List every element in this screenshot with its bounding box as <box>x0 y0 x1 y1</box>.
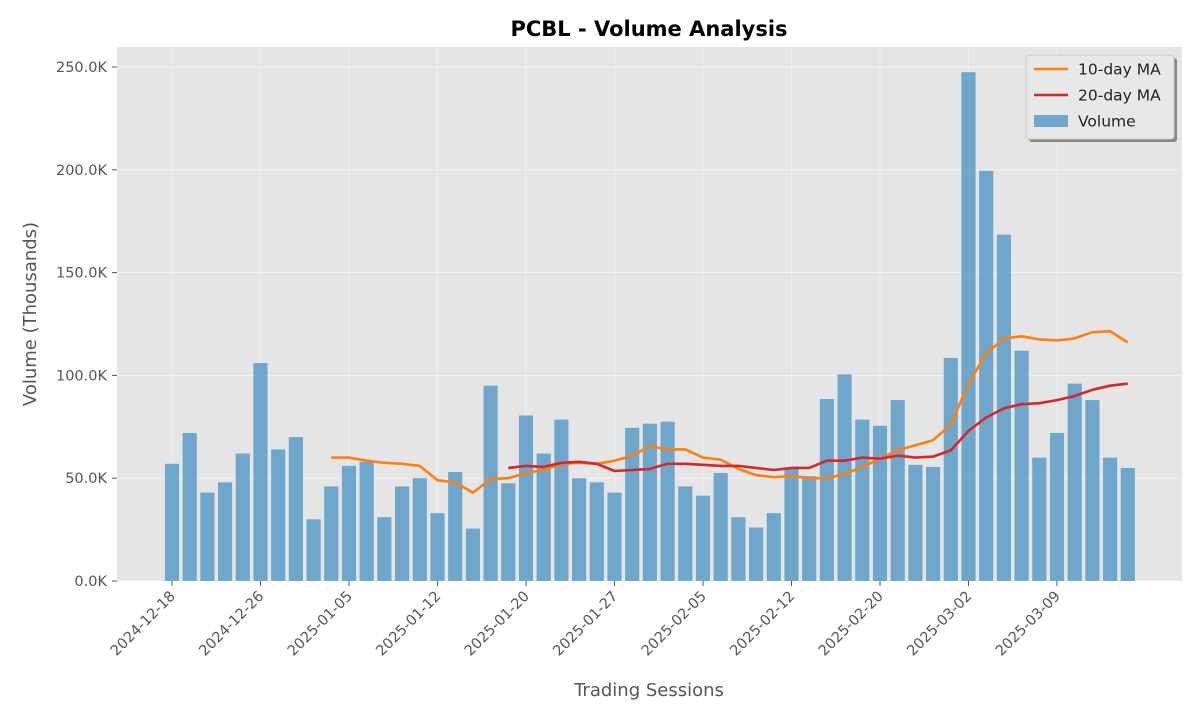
volume-bar <box>1067 383 1082 581</box>
volume-bars <box>164 72 1135 581</box>
volume-bar <box>1103 457 1118 581</box>
volume-bar <box>1085 400 1100 581</box>
volume-bar <box>448 472 463 581</box>
volume-bar <box>713 473 728 581</box>
moving-average-line <box>508 382 1128 473</box>
x-tick-label: 2024-12-18 <box>108 589 179 660</box>
y-tick-label: 200.0K <box>56 163 108 179</box>
legend-swatch <box>1034 115 1068 127</box>
x-tick-label: 2025-01-12 <box>373 589 444 660</box>
x-axis: 2024-12-18 2024-12-26 2025-01-05 2025-01-12… <box>108 581 1064 659</box>
volume-bar <box>625 427 640 581</box>
volume-bar <box>501 483 516 581</box>
volume-bar <box>377 517 392 581</box>
volume-bar <box>218 482 233 581</box>
volume-bar <box>536 453 551 581</box>
volume-bar <box>819 399 834 581</box>
volume-bar <box>1049 432 1065 581</box>
volume-bar <box>271 449 286 581</box>
volume-bar <box>872 425 888 581</box>
x-tick-label: 2025-02-12 <box>727 589 798 660</box>
volume-bar <box>395 486 410 581</box>
volume-bar <box>642 423 657 581</box>
y-tick-label: 250.0K <box>56 60 108 76</box>
legend-entry: Volume <box>1078 113 1136 131</box>
y-tick-label: 150.0K <box>56 266 108 282</box>
volume-bar <box>908 464 923 581</box>
moving-average-line <box>331 329 1129 494</box>
x-tick-label: 2025-01-20 <box>462 589 533 660</box>
x-axis-label: Trading Sessions <box>573 680 724 701</box>
x-tick-label: 2024-12-26 <box>196 589 267 660</box>
volume-bar <box>890 400 905 581</box>
y-axis-label: Volume (Thousands) <box>20 222 41 406</box>
volume-bar <box>253 363 268 581</box>
x-tick-label: 2025-02-05 <box>639 589 710 660</box>
volume-bar <box>731 517 746 581</box>
volume-bar <box>926 466 941 581</box>
volume-bar <box>1120 467 1135 581</box>
volume-bar <box>695 495 711 581</box>
volume-bar <box>200 492 215 581</box>
y-axis: 0.0K 50.0K 100.0K 150.0K 200.0K 250.0K <box>56 60 117 590</box>
chart-title: PCBL - Volume Analysis <box>510 17 787 41</box>
legend: 10-day MA 20-day MA Volume <box>1025 54 1177 142</box>
x-tick-label: 2025-01-27 <box>550 589 621 660</box>
volume-bar <box>961 72 976 581</box>
volume-bar <box>1032 457 1047 581</box>
y-tick-label: 0.0K <box>74 574 107 590</box>
y-tick-label: 100.0K <box>56 368 108 384</box>
volume-bar <box>979 170 994 581</box>
volume-bar <box>324 486 339 581</box>
volume-bar <box>855 419 870 581</box>
volume-bar <box>784 467 799 581</box>
volume-bar <box>483 385 498 581</box>
volume-bar <box>802 476 817 581</box>
volume-bar <box>359 461 374 581</box>
volume-bar <box>465 528 480 581</box>
volume-bar <box>164 463 180 581</box>
volume-bar <box>288 437 303 581</box>
volume-bar <box>837 374 852 581</box>
x-tick-label: 2025-03-09 <box>993 589 1064 660</box>
moving-average-lines <box>331 329 1129 494</box>
volume-bar <box>412 478 427 581</box>
volume-bar <box>766 513 781 581</box>
volume-bar <box>943 357 958 581</box>
volume-bar <box>518 415 534 581</box>
volume-bar <box>182 432 197 581</box>
volume-bar <box>572 478 587 581</box>
legend-entry: 10-day MA <box>1078 61 1161 79</box>
volume-bar <box>660 421 675 581</box>
volume-bar <box>678 486 693 581</box>
y-tick-label: 50.0K <box>65 471 107 487</box>
x-tick-label: 2025-02-20 <box>816 589 887 660</box>
legend-entry: 20-day MA <box>1078 87 1161 105</box>
volume-bar <box>235 453 250 581</box>
volume-bar <box>607 492 622 581</box>
volume-bar <box>306 519 321 581</box>
volume-bar <box>341 465 357 581</box>
volume-bar <box>1014 350 1029 581</box>
volume-bar <box>589 482 604 581</box>
volume-bar <box>430 513 445 581</box>
x-tick-label: 2025-01-05 <box>285 589 356 660</box>
x-tick-label: 2025-03-02 <box>904 589 975 660</box>
volume-bar <box>749 527 764 581</box>
volume-bar <box>554 419 569 581</box>
